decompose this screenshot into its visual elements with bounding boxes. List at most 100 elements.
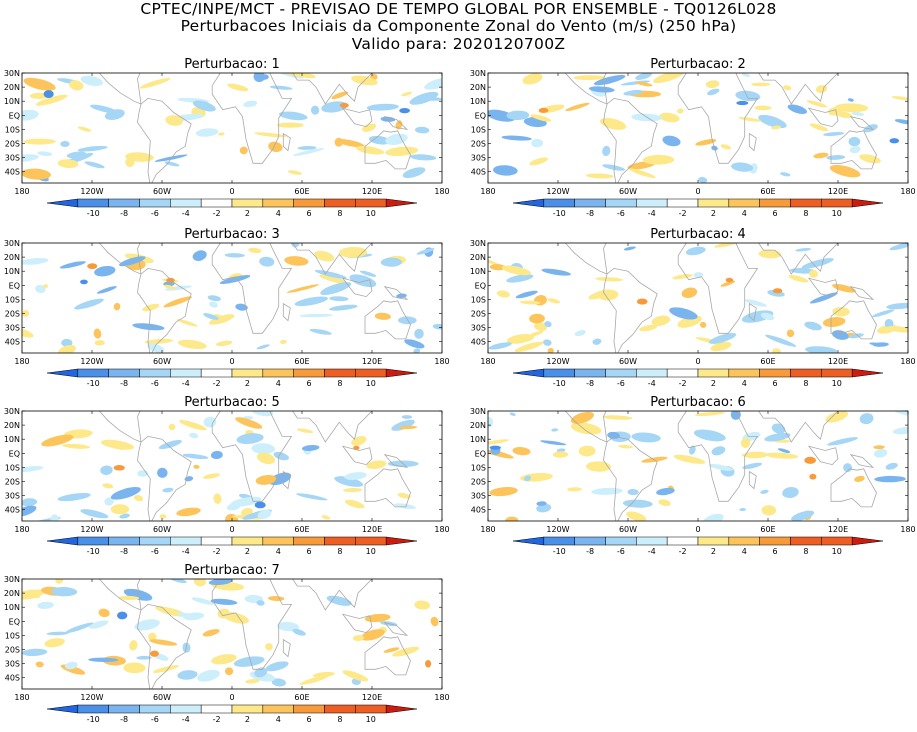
coastline (603, 435, 658, 521)
colorbar-label: -2 (679, 547, 687, 556)
lon-tick-label: 120W (80, 187, 103, 196)
lon-tick-label: 180 (14, 525, 29, 534)
perturbation-contour (754, 105, 772, 111)
perturbation-contour (50, 514, 59, 521)
perturbation-contour (693, 272, 704, 278)
perturbation-contour (192, 100, 216, 112)
panel-2: Perturbacao: 2 30N 20N 10N EQ 10S 20S 30S 40S 180… (466, 58, 917, 226)
colorbar-label: 10 (832, 379, 842, 388)
perturbation-contour (574, 330, 586, 337)
perturbation-contour (595, 277, 624, 282)
lon-tick-label: 120E (828, 357, 848, 366)
colorbar-label: 8 (803, 547, 808, 556)
coastline (830, 300, 877, 340)
perturbation-core (809, 473, 817, 480)
lon-tick-label: 120W (80, 525, 103, 534)
perturbation-contour (69, 80, 84, 91)
perturbation-contour (834, 103, 869, 113)
perturbation-contour (863, 124, 878, 133)
perturbation-contour (218, 132, 225, 136)
colorbar-label: -6 (151, 547, 159, 556)
colorbar-label: 4 (276, 209, 281, 218)
coastline (137, 97, 192, 183)
coastline (341, 107, 373, 128)
figure-title-line-2: Perturbacoes Iniciais da Componente Zona… (180, 17, 737, 35)
perturbation-contour (409, 154, 437, 161)
perturbation-core (538, 107, 549, 113)
colorbar-label: -10 (87, 547, 100, 556)
coastline (564, 243, 608, 275)
perturbation-contour (23, 138, 56, 145)
perturbation-contour (268, 472, 292, 486)
perturbation-contour (873, 445, 885, 450)
lat-tick-label: 40S (5, 168, 20, 177)
perturbation-contour (744, 299, 767, 307)
coastline (364, 130, 411, 170)
perturbation-contour (653, 73, 685, 84)
lat-tick-label: 20S (5, 140, 20, 149)
colorbar-label: 6 (307, 715, 312, 724)
map-plot: 30N 20N 10N EQ 10S 20S 30S 40S 180 120W 60W 0 60E 120… (470, 69, 916, 218)
perturbation-contour (139, 77, 171, 89)
perturbation-contour (829, 164, 861, 178)
colorbar-label: 8 (803, 209, 808, 218)
lon-tick-label: 60W (153, 693, 171, 702)
perturbation-contour (695, 138, 717, 146)
perturbation-contour (147, 343, 165, 353)
perturbation-contour (359, 270, 377, 277)
perturbation-contour (349, 274, 377, 288)
perturbation-contour (22, 498, 38, 507)
perturbation-contour (567, 487, 582, 492)
perturbation-contour (125, 152, 154, 162)
lon-tick-label: 0 (229, 187, 234, 196)
perturbation-contour (570, 411, 595, 424)
coastline (282, 302, 291, 322)
perturbation-contour (193, 464, 200, 469)
colorbar: -10 -8 -6 -4 -2 2 4 6 8 10 (512, 198, 884, 218)
perturbation-contour (854, 475, 865, 482)
perturbation-contour (848, 333, 864, 339)
perturbation-contour (859, 154, 881, 164)
colorbar-label: 2 (245, 379, 250, 388)
perturbation-contour (488, 109, 516, 122)
perturbation-contour (488, 342, 512, 350)
lat-tick-label: 30S (471, 492, 486, 501)
perturbation-contour (522, 73, 543, 85)
perturbation-contour (256, 452, 275, 465)
lat-tick-label: 30N (4, 575, 20, 584)
lat-tick-label: 30N (4, 69, 20, 78)
perturbation-core (489, 445, 501, 450)
perturbation-contour (673, 454, 706, 464)
coastline (98, 411, 142, 443)
perturbation-contour (383, 647, 400, 653)
lon-tick-label: 180 (14, 357, 29, 366)
perturbation-contour (208, 579, 233, 586)
perturbation-contour (514, 341, 544, 353)
perturbation-contour (689, 445, 696, 455)
perturbation-contour (88, 657, 119, 663)
colorbar-label: 4 (742, 209, 747, 218)
panel-7: Perturbacao: 7 30N 20N 10N EQ 10S 20S 30S 40S 180… (0, 564, 458, 732)
lat-tick-label: 30N (4, 239, 20, 248)
coastline (292, 411, 373, 443)
perturbation-contour (765, 452, 799, 459)
perturbation-contour (602, 415, 633, 420)
perturbation-contour (651, 315, 671, 326)
lat-tick-label: EQ (9, 449, 20, 458)
perturbation-contour (543, 339, 552, 346)
panel-3: Perturbacao: 3 30N 20N 10N EQ 10S 20S 30S 40S 180… (0, 228, 458, 396)
perturbation-contour (179, 419, 207, 431)
colorbar-label: -8 (120, 379, 128, 388)
perturbation-contour (57, 492, 91, 502)
colorbar-label: -4 (182, 209, 190, 218)
perturbation-contour (37, 151, 53, 156)
perturbation-contour (710, 341, 732, 352)
panel-6: Perturbacao: 6 30N 20N 10N EQ 10S 20S 30S 40S 180… (466, 396, 917, 564)
perturbation-contour (547, 298, 560, 304)
perturbation-contour (894, 119, 908, 125)
lat-tick-label: 30N (470, 239, 486, 248)
coastline (758, 243, 839, 275)
perturbation-contour (35, 94, 68, 106)
colorbar-label: -2 (213, 209, 221, 218)
perturbation-contour (207, 295, 221, 302)
